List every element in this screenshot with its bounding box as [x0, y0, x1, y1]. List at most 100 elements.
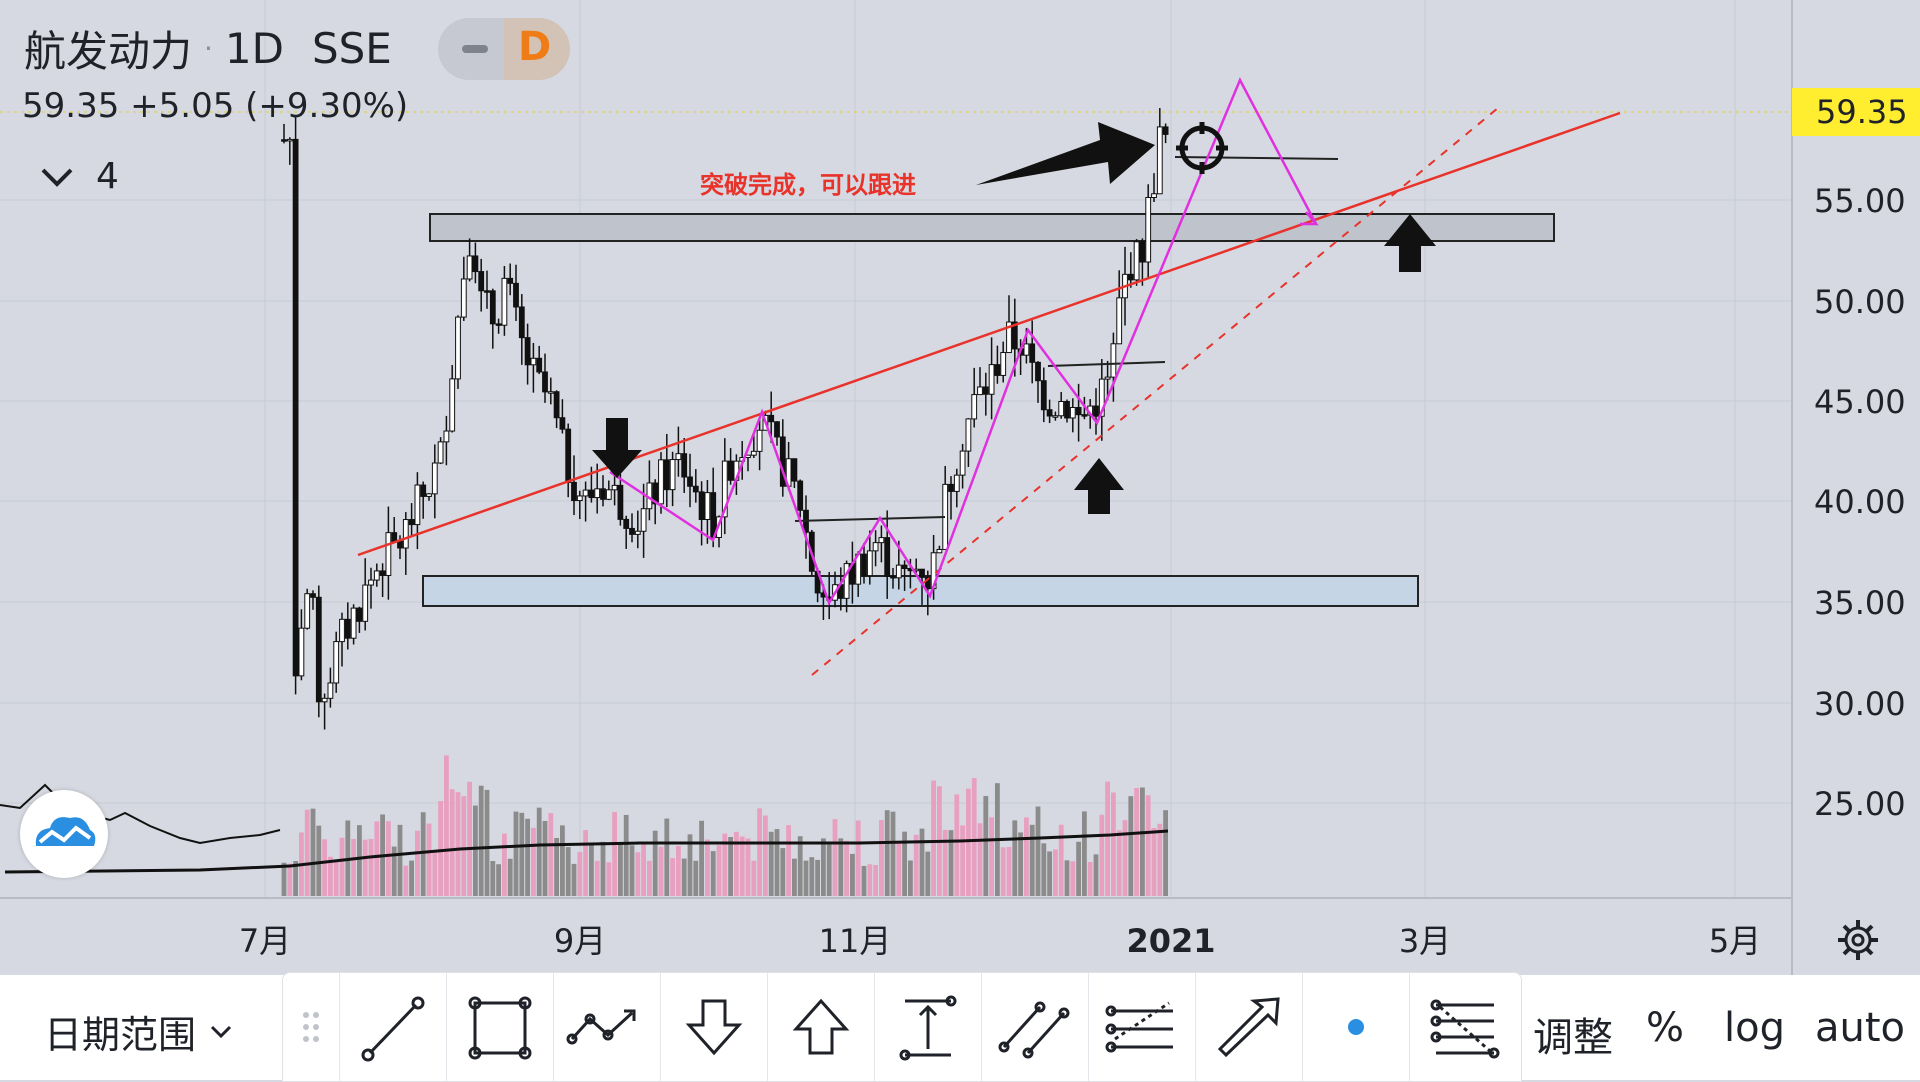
arrow-up-marker[interactable]: [1074, 458, 1124, 514]
candle-body: [756, 429, 763, 452]
arrow-down-marker[interactable]: [592, 418, 642, 478]
volume-bar: [1122, 820, 1128, 896]
volume-bar: [670, 858, 675, 896]
candle-body: [286, 138, 293, 142]
auto-button[interactable]: auto: [1815, 1005, 1906, 1051]
candle-body: [385, 532, 392, 576]
trend-line[interactable]: [357, 111, 1621, 557]
volume-bar: [850, 853, 855, 896]
volume-bar: [484, 789, 490, 896]
volume-bar: [1134, 788, 1139, 896]
breakout-arrow[interactable]: [976, 122, 1155, 185]
volume-bar: [316, 825, 322, 896]
volume-bar: [322, 839, 327, 896]
time-label: 3月: [1399, 922, 1451, 960]
candle-body: [426, 493, 432, 497]
volume-bar: [722, 833, 728, 896]
arrow-up-icon[interactable]: [768, 973, 875, 1081]
volume-bar: [571, 863, 577, 896]
mode-toggle[interactable]: D: [438, 18, 570, 80]
early-price-line: [0, 783, 281, 845]
minus-icon[interactable]: [462, 45, 488, 53]
volume-bar: [629, 845, 635, 896]
volume-bar: [745, 838, 751, 896]
volume-bar: [931, 780, 936, 896]
volume-bar: [786, 825, 791, 896]
arrow-down-icon[interactable]: [661, 973, 768, 1081]
volume-bar: [693, 860, 699, 896]
volume-bar: [374, 821, 380, 896]
candle-body: [420, 484, 427, 497]
candle-body: [1029, 343, 1036, 363]
candle-body: [437, 441, 444, 464]
volume-bar: [1058, 824, 1064, 896]
volume-bar: [420, 812, 426, 896]
neckline-2[interactable]: [1047, 361, 1166, 367]
candle-body: [1104, 376, 1111, 380]
candle-body: [1110, 343, 1117, 378]
regression-icon[interactable]: [1089, 973, 1196, 1081]
zigzag-path[interactable]: [609, 77, 1318, 606]
candle-body: [1046, 409, 1053, 417]
grip-icon[interactable]: [283, 973, 340, 1081]
dot-icon[interactable]: [1303, 973, 1410, 1081]
annotation-text[interactable]: 突破完成，可以跟进: [700, 171, 916, 199]
time-label: 11月: [819, 922, 892, 960]
candle-body: [681, 453, 688, 478]
gear-icon[interactable]: [1836, 918, 1880, 962]
arrow-icon[interactable]: [1196, 973, 1303, 1081]
layers-toggle[interactable]: 4: [40, 156, 119, 197]
rectangle-icon[interactable]: [447, 973, 554, 1081]
candle-body: [617, 484, 624, 520]
volume-ma-line: [4, 829, 1169, 874]
volume-bar: [896, 842, 902, 896]
volume-bar: [525, 818, 530, 896]
path-icon[interactable]: [554, 973, 661, 1081]
neckline-1[interactable]: [794, 516, 946, 522]
vertical-range-icon[interactable]: [875, 973, 982, 1081]
price-label: 40.00: [1814, 483, 1906, 521]
volume-bar: [328, 856, 333, 896]
candle-body: [1162, 126, 1169, 135]
volume-bar: [635, 852, 641, 896]
arrow-up-marker-2[interactable]: [1384, 214, 1436, 272]
volume-bar: [600, 841, 606, 896]
candle-body: [953, 474, 960, 492]
chevron-down-icon[interactable]: [40, 166, 74, 188]
candle-body: [513, 282, 519, 308]
mode-letter[interactable]: D: [518, 24, 552, 70]
volume-bar: [339, 837, 345, 896]
log-button[interactable]: log: [1724, 1005, 1785, 1051]
volume-bar: [310, 808, 316, 896]
volume-bar: [623, 814, 629, 896]
percent-button[interactable]: %: [1646, 1005, 1685, 1051]
crosshair-icon[interactable]: [1176, 122, 1228, 174]
app-logo[interactable]: [20, 790, 108, 878]
parallel-channel-icon[interactable]: [982, 973, 1089, 1081]
price-label: 55.00: [1814, 182, 1906, 220]
volume-bar: [658, 846, 664, 896]
fib-icon[interactable]: [1410, 973, 1516, 1081]
layers-count: 4: [96, 156, 119, 197]
symbol-name[interactable]: 航发动力: [24, 26, 193, 76]
candle-body: [721, 460, 728, 518]
dashed-trend-line[interactable]: [811, 107, 1499, 676]
symbol-header[interactable]: 航发动力 · 1D SSE: [24, 18, 392, 78]
price-pane[interactable]: [0, 0, 1792, 898]
candle-body: [321, 697, 328, 703]
trend-line-icon[interactable]: [340, 973, 447, 1081]
candle-body: [315, 596, 322, 703]
volume-bar: [455, 792, 461, 896]
resistance-zone[interactable]: [429, 213, 1555, 242]
volume-bar: [1087, 862, 1093, 896]
candle-body: [460, 278, 467, 318]
volume-bar: [780, 848, 786, 896]
candle-body: [605, 489, 612, 500]
volume-bar: [971, 778, 977, 896]
interval-label[interactable]: 1D: [224, 23, 284, 73]
neckline-3[interactable]: [1174, 156, 1339, 160]
adjust-button[interactable]: 调整: [1533, 1015, 1613, 1061]
date-range-button[interactable]: 日期范围: [44, 1004, 232, 1059]
candle-body: [1006, 321, 1012, 354]
